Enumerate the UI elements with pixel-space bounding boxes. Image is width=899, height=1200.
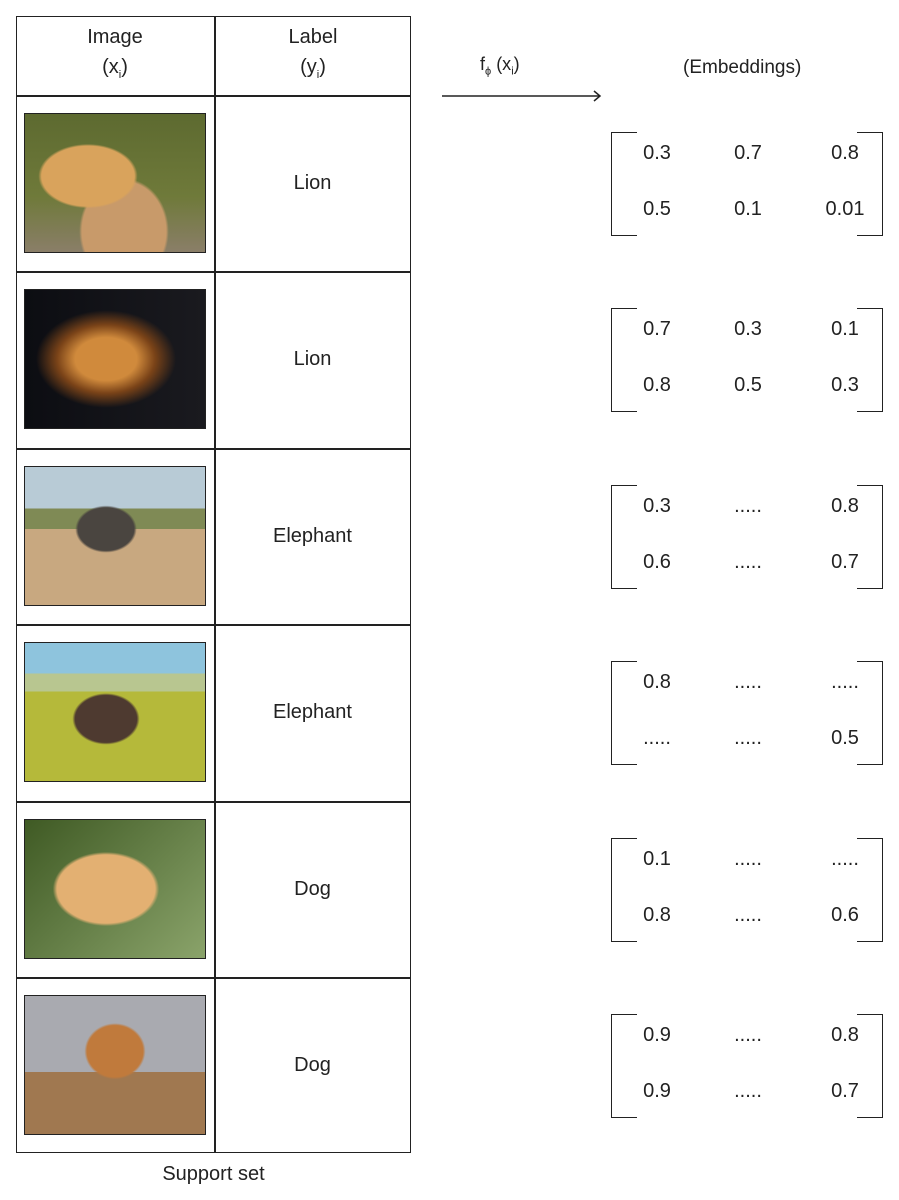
row-divider — [16, 624, 411, 626]
row-divider — [16, 95, 411, 97]
embedding-value: 0.8 — [643, 671, 671, 693]
support-set-table — [16, 16, 411, 1153]
embedding-value: ..... — [734, 551, 762, 573]
animal-photo-lion-lying — [24, 113, 206, 253]
right-bracket — [857, 308, 883, 412]
embedding-value: 0.8 — [643, 374, 671, 396]
right-bracket — [857, 485, 883, 589]
column-divider — [214, 16, 216, 1153]
embedding-value: ..... — [831, 848, 859, 870]
embedding-value: 0.7 — [643, 318, 671, 340]
support-set-caption: Support set — [162, 1163, 265, 1185]
embedding-value: 0.8 — [831, 1024, 859, 1046]
image-header-text: Image — [87, 26, 143, 48]
embedding-matrix: 0.1.......... 0.8..... 0.6 — [611, 838, 883, 942]
right-bracket — [857, 132, 883, 236]
left-bracket — [611, 485, 637, 589]
row-divider — [16, 801, 411, 803]
embedding-matrix: 0.8.................... 0.5 — [611, 661, 883, 765]
embedding-value: 0.8 — [831, 142, 859, 164]
embedding-value: 0.7 — [831, 1080, 859, 1102]
embedding-function-label: fϕ (xi) — [480, 54, 520, 78]
left-bracket — [611, 132, 637, 236]
row-divider — [16, 271, 411, 273]
row-label: Elephant — [273, 701, 352, 723]
row-label: Dog — [294, 1054, 331, 1076]
embedding-value: 0.6 — [831, 904, 859, 926]
label-header-text: Label — [288, 26, 338, 48]
row-label: Lion — [293, 172, 332, 194]
embedding-matrix: 0.9..... 0.8 0.9..... 0.7 — [611, 1014, 883, 1118]
embedding-value: ..... — [734, 1024, 762, 1046]
embedding-value: 0.7 — [734, 142, 762, 164]
embedding-value: 0.9 — [643, 1024, 671, 1046]
animal-photo-puppy-in-box — [24, 995, 206, 1135]
left-bracket — [611, 838, 637, 942]
embedding-value: ..... — [831, 671, 859, 693]
embedding-value: 0.3 — [643, 495, 671, 517]
embedding-value: 0.01 — [825, 198, 865, 220]
embedding-value: 0.6 — [643, 551, 671, 573]
image-column-header: Image (xi) — [16, 22, 214, 90]
embedding-value: ..... — [734, 495, 762, 517]
animal-photo-labrador — [24, 819, 206, 959]
embedding-value: ..... — [643, 727, 671, 749]
embedding-value: ..... — [734, 904, 762, 926]
animal-photo-lion-portrait — [24, 289, 206, 429]
left-bracket — [611, 661, 637, 765]
embedding-value: ..... — [734, 671, 762, 693]
embedding-matrix: 0.7 0.3 0.1 0.8 0.5 0.3 — [611, 308, 883, 412]
embedding-value: 0.7 — [831, 551, 859, 573]
image-header-var: (xi) — [102, 56, 128, 81]
right-bracket — [857, 661, 883, 765]
embedding-matrix: 0.3..... 0.8 0.6..... 0.7 — [611, 485, 883, 589]
left-bracket — [611, 308, 637, 412]
left-bracket — [611, 1014, 637, 1118]
row-label: Lion — [293, 348, 332, 370]
embedding-value: 0.1 — [643, 848, 671, 870]
arrow-icon — [442, 90, 602, 102]
label-column-header: Label (yi) — [214, 22, 412, 90]
row-divider — [16, 448, 411, 450]
row-divider — [16, 977, 411, 979]
row-label: Dog — [294, 878, 331, 900]
embedding-value: ..... — [734, 848, 762, 870]
label-header-var: (yi) — [300, 56, 326, 81]
embedding-value: 0.8 — [643, 904, 671, 926]
embedding-value: ..... — [734, 727, 762, 749]
animal-photo-elephant-savanna — [24, 466, 206, 606]
embedding-value: 0.5 — [734, 374, 762, 396]
embedding-matrix: 0.3 0.7 0.8 0.5 0.1 0.01 — [611, 132, 883, 236]
embedding-value: 0.5 — [643, 198, 671, 220]
embedding-value: 0.8 — [831, 495, 859, 517]
right-bracket — [857, 838, 883, 942]
row-label: Elephant — [273, 525, 352, 547]
embeddings-label: (Embeddings) — [683, 57, 802, 78]
embedding-value: 0.3 — [734, 318, 762, 340]
embedding-value: 0.9 — [643, 1080, 671, 1102]
animal-photo-elephant-grassland — [24, 642, 206, 782]
embedding-value: 0.3 — [831, 374, 859, 396]
right-bracket — [857, 1014, 883, 1118]
embedding-value: 0.1 — [734, 198, 762, 220]
embedding-value: ..... — [734, 1080, 762, 1102]
embedding-value: 0.5 — [831, 727, 859, 749]
embedding-value: 0.1 — [831, 318, 859, 340]
embedding-value: 0.3 — [643, 142, 671, 164]
